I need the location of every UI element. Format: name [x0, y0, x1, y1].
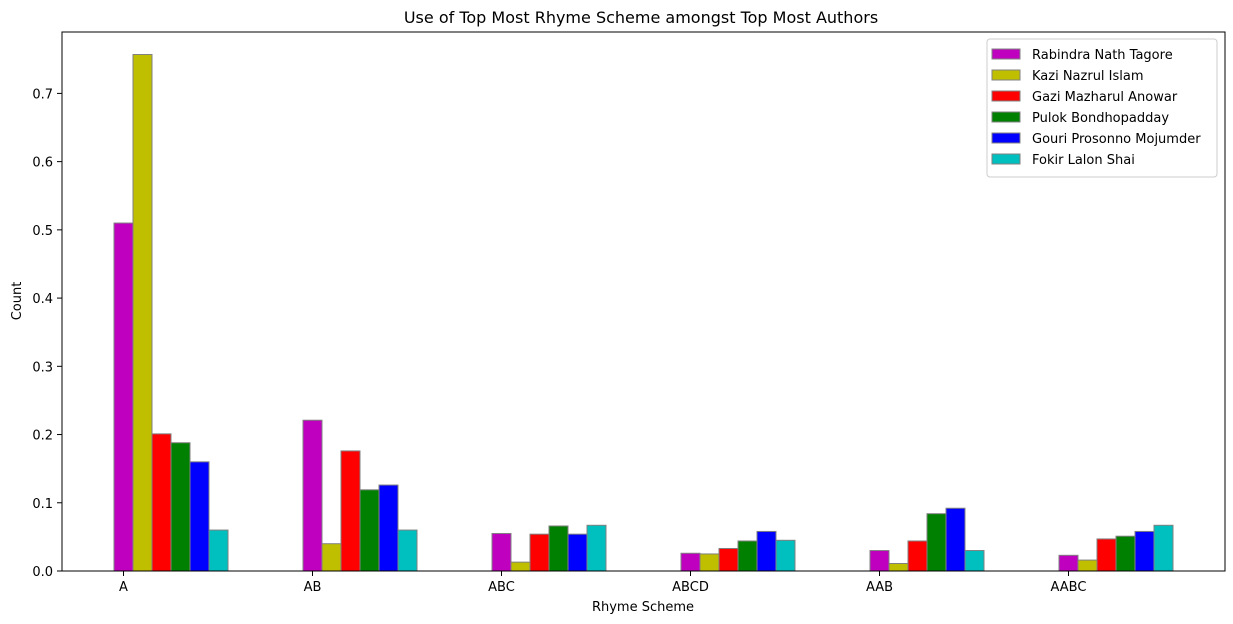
x-axis-label: Rhyme Scheme [592, 600, 694, 615]
bar-abc-series-0 [491, 532, 512, 572]
y-tick-label: 0.5 [32, 224, 53, 239]
legend-box [986, 38, 1218, 178]
bar-aabc-series-4 [1134, 530, 1155, 572]
legend-label: Fokir Lalon Shai [1032, 153, 1135, 168]
legend-swatch [991, 69, 1021, 81]
legend-label: Rabindra Nath Tagore [1032, 48, 1173, 63]
y-tick-label: 0.3 [32, 360, 53, 375]
bars-group [113, 54, 1174, 572]
bar-aabc-series-1 [1077, 559, 1098, 572]
bar-a-series-1 [132, 54, 153, 572]
bar-aab-series-2 [907, 540, 928, 572]
plot-area-frame [61, 31, 1226, 572]
bar-ab-series-1 [321, 543, 342, 572]
bar-abcd-series-1 [699, 553, 720, 572]
x-tick-label: A [119, 580, 128, 595]
y-tick-label: 0.2 [32, 429, 53, 444]
bar-a-series-4 [189, 461, 210, 572]
bar-abc-series-4 [567, 533, 588, 572]
bar-aab-series-5 [964, 550, 985, 572]
legend-swatch [991, 48, 1021, 60]
bar-aab-series-4 [945, 507, 966, 572]
bar-a-series-3 [170, 442, 191, 572]
bar-abcd-series-2 [718, 547, 739, 572]
bar-abcd-series-4 [756, 530, 777, 572]
x-tick-label: AABC [1051, 580, 1087, 595]
bar-ab-series-2 [340, 450, 361, 572]
bar-a-series-2 [151, 433, 172, 572]
bar-abcd-series-0 [680, 552, 701, 572]
legend-swatch [991, 111, 1021, 123]
bar-ab-series-0 [302, 419, 323, 572]
y-tick-label: 0.6 [32, 156, 53, 171]
x-tick-label: AAB [866, 580, 893, 595]
y-tick-label: 0.4 [32, 292, 53, 307]
chart-title: Use of Top Most Rhyme Scheme amongst Top… [404, 8, 878, 27]
x-axis: A AB ABC ABCD AAB AABC [119, 571, 1086, 595]
y-axis: 0.0 0.1 0.2 0.3 0.4 0.5 0.6 0.7 [32, 87, 62, 580]
x-tick-label: ABC [488, 580, 515, 595]
x-tick-label: ABCD [672, 580, 709, 595]
bar-aab-series-1 [888, 562, 909, 572]
bar-aabc-series-0 [1058, 554, 1079, 572]
y-axis-label: Count [10, 282, 25, 321]
bar-aab-series-3 [926, 513, 947, 572]
bar-abc-series-5 [586, 524, 607, 572]
legend-swatch [991, 90, 1021, 102]
y-tick-label: 0.0 [32, 565, 53, 580]
bar-ab-series-3 [359, 489, 380, 572]
bar-abc-series-2 [529, 533, 550, 572]
bar-ab-series-4 [378, 484, 399, 572]
legend-label: Pulok Bondhopadday [1032, 111, 1169, 126]
x-tick-label: AB [304, 580, 322, 595]
legend-label: Kazi Nazrul Islam [1032, 69, 1144, 84]
legend-label: Gouri Prosonno Mojumder [1032, 132, 1201, 147]
bar-a-series-0 [113, 222, 134, 572]
bar-abcd-series-3 [737, 540, 758, 572]
bar-abc-series-3 [548, 525, 569, 572]
legend-label: Gazi Mazharul Anowar [1032, 90, 1178, 105]
legend-swatch [991, 132, 1021, 144]
legend-swatch [991, 153, 1021, 165]
bar-aabc-series-5 [1153, 524, 1174, 572]
bar-aabc-series-3 [1115, 535, 1136, 572]
y-tick-label: 0.1 [32, 497, 53, 512]
bar-aabc-series-2 [1096, 538, 1117, 572]
bar-a-series-5 [208, 529, 229, 572]
bar-abcd-series-5 [775, 539, 796, 572]
y-tick-label: 0.7 [32, 87, 53, 102]
legend: Rabindra Nath Tagore Kazi Nazrul Islam Gaz… [986, 38, 1218, 178]
bar-aab-series-0 [869, 550, 890, 572]
bar-abc-series-1 [510, 561, 531, 572]
bar-ab-series-5 [397, 529, 418, 572]
